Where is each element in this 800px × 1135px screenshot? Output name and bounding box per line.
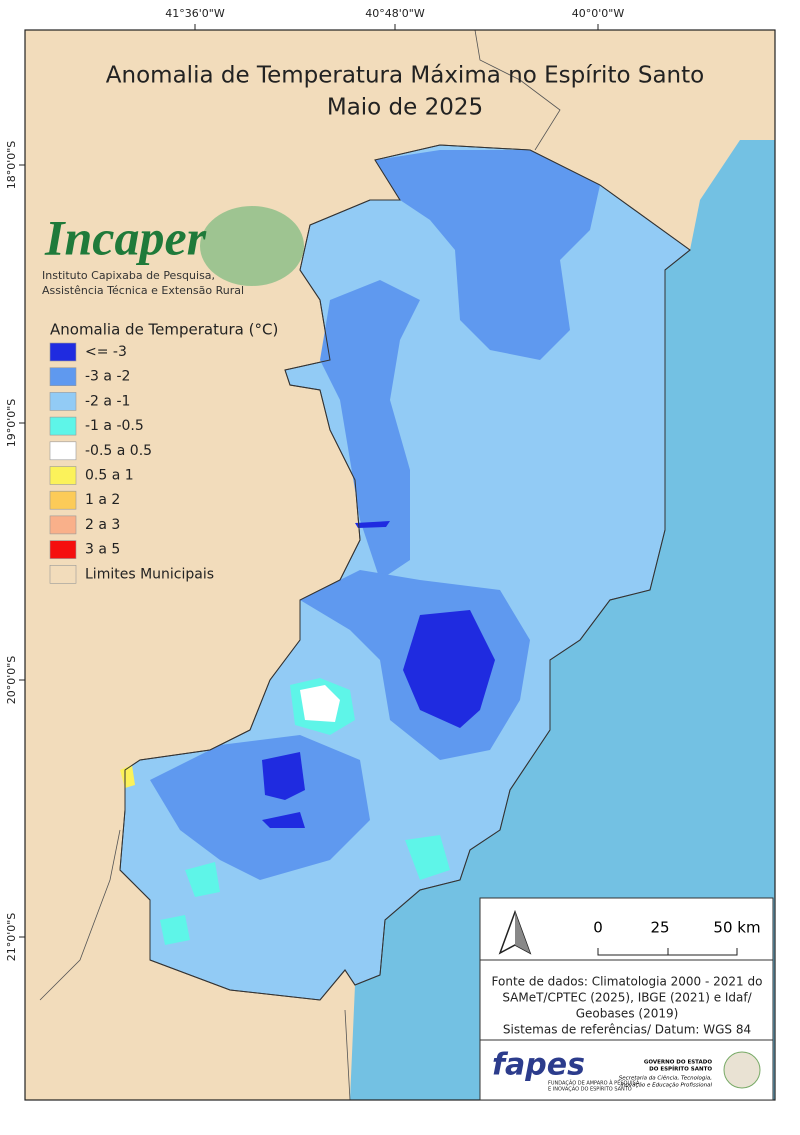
lat-label: 20°0'0"S bbox=[5, 656, 18, 705]
gov-text: DO ESPÍRITO SANTO bbox=[649, 1065, 712, 1073]
title: Anomalia de Temperatura Máxima no Espíri… bbox=[106, 63, 704, 89]
zone bbox=[375, 150, 600, 360]
legend-swatch bbox=[49, 564, 77, 584]
legend-swatch bbox=[49, 466, 77, 485]
legend-label: 0.5 a 1 bbox=[85, 468, 134, 484]
source-line: Geobases (2019) bbox=[576, 1007, 679, 1021]
legend-swatch bbox=[49, 490, 77, 510]
logo-name: Incaper bbox=[44, 209, 207, 265]
legend-label: -1 a -0.5 bbox=[85, 418, 144, 434]
zone bbox=[160, 915, 190, 945]
fapes-sub: FUNDAÇÃO DE AMPARO À PESQUISA bbox=[548, 1080, 640, 1087]
scale-label: 50 km bbox=[713, 919, 760, 937]
zone bbox=[150, 735, 370, 880]
scale-bar bbox=[597, 948, 738, 956]
logo-leaf bbox=[200, 206, 304, 286]
fapes-sub: E INOVAÇÃO DO ESPÍRITO SANTO bbox=[548, 1086, 632, 1093]
fapes-logo: fapes bbox=[492, 1048, 585, 1083]
subtitle: Maio de 2025 bbox=[327, 95, 483, 121]
source: Fonte de dados: Climatologia 2000 - 2021… bbox=[492, 975, 763, 1037]
legend: <= -3 -3 a -2 -2 a -1 -1 a -0.5 -0.5 a 0.5 0.… bbox=[49, 342, 214, 584]
lat-label: 18°0'0"S bbox=[5, 141, 18, 190]
secretaria-text: Inovação e Educação Profissional bbox=[620, 1083, 712, 1089]
legend-label: -2 a -1 bbox=[85, 393, 130, 409]
zone bbox=[355, 521, 390, 528]
lon-label: 41°36'0"W bbox=[165, 7, 225, 20]
legend-label: Limites Municipais bbox=[85, 566, 214, 582]
source-line: Fonte de dados: Climatologia 2000 - 2021… bbox=[492, 975, 763, 989]
lat-label: 21°0'0"S bbox=[5, 913, 18, 962]
map-frame bbox=[24, 29, 776, 1101]
secretaria-text: Secretaria da Ciência, Tecnologia, bbox=[619, 1075, 712, 1082]
zone bbox=[262, 752, 305, 800]
legend-swatch bbox=[49, 540, 77, 559]
neighbor-borders bbox=[39, 29, 561, 1101]
source-line: SAMeT/CPTEC (2025), IBGE (2021) e Idaf/ bbox=[502, 991, 752, 1005]
logo-line: Instituto Capixaba de Pesquisa, bbox=[42, 269, 215, 282]
legend-label: 2 a 3 bbox=[85, 517, 120, 533]
lon-labels: 41°36'0"W 40°48'0"W 40°0'0"W bbox=[165, 7, 624, 30]
zone bbox=[120, 765, 135, 788]
coat-of-arms bbox=[723, 1051, 761, 1089]
legend-label: 3 a 5 bbox=[85, 542, 120, 558]
legend-swatch bbox=[49, 515, 77, 535]
gov-text: GOVERNO DO ESTADO bbox=[644, 1060, 713, 1066]
north-arrow-shade bbox=[515, 912, 530, 953]
lon-label: 40°0'0"W bbox=[572, 7, 625, 20]
legend-swatch bbox=[49, 392, 77, 411]
state-outline bbox=[119, 144, 691, 1001]
legend-swatch bbox=[49, 342, 77, 362]
legend-label: -3 a -2 bbox=[85, 369, 130, 385]
zone bbox=[320, 280, 420, 580]
scale-label: 25 bbox=[650, 919, 669, 937]
zone bbox=[403, 610, 495, 728]
info-box bbox=[479, 897, 774, 1041]
legend-label: 1 a 2 bbox=[85, 492, 120, 508]
zone bbox=[405, 835, 450, 880]
anomaly-zones bbox=[119, 144, 691, 1001]
ocean bbox=[350, 140, 775, 1100]
logo-line: Assistência Técnica e Extensão Rural bbox=[42, 284, 244, 297]
zone bbox=[300, 685, 340, 722]
lat-labels: 18°0'0"S 19°0'0"S 20°0'0"S 21°0'0"S bbox=[5, 141, 25, 962]
legend-swatch bbox=[49, 416, 77, 436]
legend-swatch bbox=[49, 441, 77, 461]
legend-label: <= -3 bbox=[85, 344, 127, 360]
lon-label: 40°48'0"W bbox=[365, 7, 425, 20]
scale-label: 0 bbox=[593, 919, 603, 937]
zone bbox=[185, 862, 220, 897]
zone bbox=[262, 812, 305, 828]
legend-swatch bbox=[49, 367, 77, 387]
lat-label: 19°0'0"S bbox=[5, 399, 18, 448]
legend-label: -0.5 a 0.5 bbox=[85, 443, 152, 459]
legend-title: Anomalia de Temperatura (°C) bbox=[50, 321, 278, 339]
source-line: Sistemas de referências/ Datum: WGS 84 bbox=[503, 1023, 751, 1037]
